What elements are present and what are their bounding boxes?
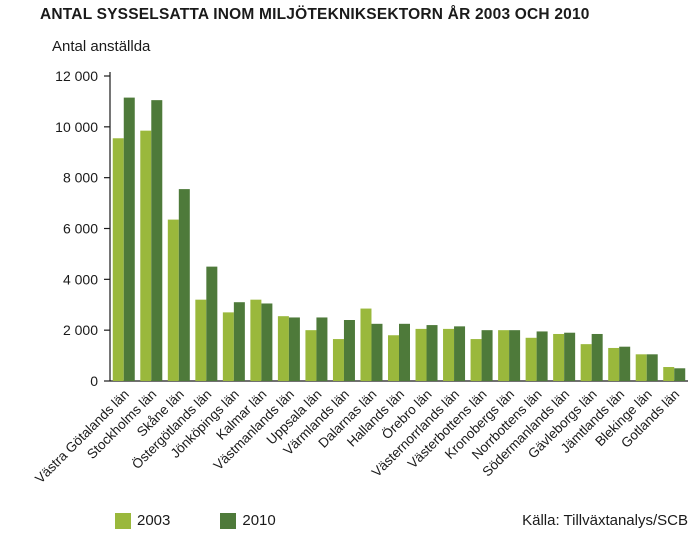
bar-2010	[123, 97, 135, 382]
y-tick-label: 8 000	[63, 170, 98, 186]
bar-2003	[305, 330, 317, 381]
bar-2003	[470, 339, 482, 381]
bar-2010	[426, 325, 438, 381]
bar-chart: 0 2 000 4 000 6 000 8 000 10 000 12 000 Västra…	[32, 68, 688, 487]
bar-2010	[233, 302, 245, 381]
legend-label-2003: 2003	[137, 512, 171, 529]
bar-2003	[332, 339, 344, 381]
bar-2003	[415, 328, 427, 381]
bar-2010	[399, 323, 410, 381]
y-tick-label: 6 000	[63, 221, 98, 237]
bar-2010	[343, 320, 355, 381]
legend-item-2010: 2010	[220, 512, 276, 529]
bar-2003	[663, 367, 675, 381]
bar-2003	[277, 316, 289, 381]
legend: 2003 2010	[115, 512, 326, 529]
bar-2010	[536, 331, 548, 381]
bar-2003	[498, 330, 510, 381]
bar-2010	[509, 330, 521, 381]
y-tick-label: 2 000	[63, 322, 98, 338]
bar-2010	[481, 330, 493, 381]
y-tick-label: 12 000	[55, 68, 98, 84]
source-note: Källa: Tillväxtanalys/SCB	[522, 512, 688, 529]
chart-title: ANTAL SYSSELSATTA INOM MILJÖTEKNIKSEKTOR…	[40, 6, 590, 23]
bar-2003	[608, 347, 620, 381]
legend-swatch-2010	[220, 512, 237, 529]
bar-2003	[580, 344, 592, 381]
bar-2003	[140, 130, 152, 381]
y-ticks: 0 2 000 4 000 6 000 8 000 10 000 12 000	[55, 68, 110, 389]
bar-2003	[360, 308, 372, 381]
bar-2003	[112, 138, 124, 381]
bar-2010	[564, 332, 576, 381]
bar-2010	[454, 326, 466, 381]
legend-item-2003: 2003	[115, 512, 170, 529]
bar-2003	[388, 335, 399, 381]
bar-2010	[619, 346, 631, 381]
bar-2010	[371, 323, 383, 381]
legend-swatch-2003	[115, 512, 131, 529]
bar-2010	[674, 368, 686, 381]
bar-2003	[222, 312, 234, 381]
bar-2003	[195, 299, 207, 381]
bar-2010	[178, 189, 190, 381]
bar-2003	[443, 328, 455, 381]
bar-2003	[250, 299, 262, 381]
bar-2010	[206, 266, 218, 381]
bar-2003	[635, 354, 647, 381]
bars	[112, 97, 686, 382]
bar-2010	[151, 100, 163, 381]
bar-2010	[288, 317, 300, 381]
y-axis-label: Antal anställda	[52, 38, 151, 55]
legend-label-2010: 2010	[242, 512, 276, 529]
bar-2010	[261, 303, 273, 381]
bar-2003	[167, 219, 179, 381]
bar-2010	[316, 317, 328, 381]
bar-2010	[591, 333, 603, 381]
y-tick-label: 0	[90, 373, 98, 389]
bar-2003	[553, 333, 565, 381]
bar-2010	[646, 354, 658, 381]
y-tick-label: 10 000	[55, 119, 98, 135]
y-tick-label: 4 000	[63, 271, 98, 287]
bar-2003	[525, 337, 537, 381]
